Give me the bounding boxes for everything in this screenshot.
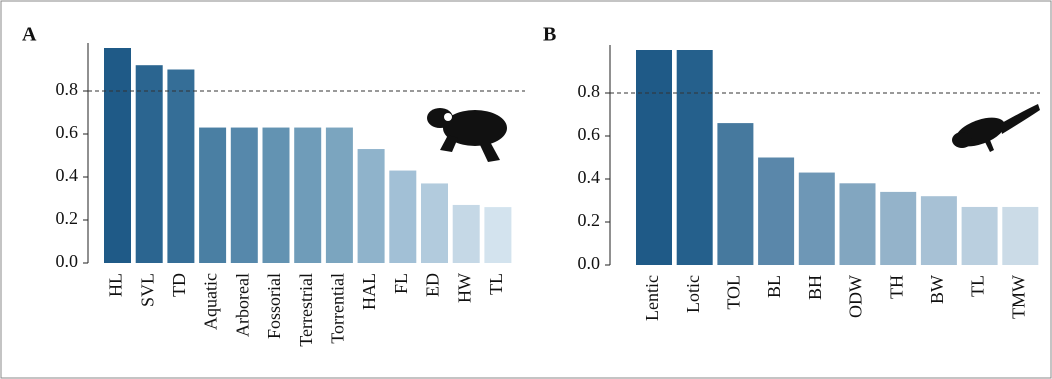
x-tick-label: BW <box>927 275 947 304</box>
y-tick-label: 0.4 <box>56 165 79 185</box>
x-tick-label: TMW <box>1008 275 1028 319</box>
bar <box>104 48 131 263</box>
bar <box>389 171 416 263</box>
panel-label: B <box>543 24 556 46</box>
y-tick-label: 0.4 <box>578 167 601 187</box>
x-tick-label: HL <box>106 273 126 297</box>
x-tick-label: TH <box>886 275 906 299</box>
x-tick-label: Terrestrial <box>296 273 316 347</box>
y-tick-label: 0.2 <box>56 208 79 228</box>
x-tick-label: TOL <box>724 275 744 310</box>
bar <box>636 50 672 265</box>
y-tick-label: 0.0 <box>56 251 79 271</box>
bar <box>677 50 713 265</box>
y-tick-label: 0.2 <box>578 210 601 230</box>
x-tick-label: ED <box>423 273 443 297</box>
x-tick-label: TL <box>486 273 506 295</box>
bar <box>263 128 290 263</box>
bar <box>921 196 957 265</box>
x-tick-label: Lentic <box>642 275 662 321</box>
x-tick-label: ODW <box>846 275 866 318</box>
x-tick-label: FL <box>391 273 411 294</box>
x-tick-label: Aquatic <box>201 273 221 330</box>
bar <box>962 207 998 265</box>
figure: A B 0.0 0.2 0.4 0.6 0.8 HL SVL TD Aquatic Arborea… <box>0 0 1052 379</box>
bar <box>358 149 385 263</box>
x-tick-label: HW <box>454 273 474 303</box>
x-tick-label: BH <box>805 275 825 300</box>
bar <box>484 207 511 263</box>
bar <box>136 65 163 263</box>
bar <box>840 183 876 265</box>
bar <box>421 183 448 263</box>
y-tick-label: 0.8 <box>56 79 79 99</box>
x-tick-label: Torrential <box>328 273 348 344</box>
bar <box>758 158 794 266</box>
y-tick-label: 0.6 <box>578 124 601 144</box>
bar <box>799 173 835 265</box>
bar <box>231 128 258 263</box>
bar <box>717 123 753 265</box>
y-tick-label: 0.8 <box>578 81 601 101</box>
x-tick-label: HAL <box>359 273 379 310</box>
panel-label: A <box>22 24 37 46</box>
bar <box>880 192 916 265</box>
x-tick-label: SVL <box>137 273 157 307</box>
x-tick-label: Lotic <box>683 275 703 313</box>
x-tick-label: TL <box>968 275 988 297</box>
x-tick-label: TD <box>169 273 189 297</box>
y-tick-label: 0.0 <box>578 253 601 273</box>
x-tick-label: Arboreal <box>232 273 252 337</box>
bar <box>1002 207 1038 265</box>
x-tick-label: Fossorial <box>264 273 284 339</box>
bar <box>167 70 194 264</box>
bar <box>199 128 226 263</box>
x-tick-label: BL <box>764 275 784 298</box>
bar <box>453 205 480 263</box>
bar <box>326 128 353 263</box>
bar <box>294 128 321 263</box>
y-tick-label: 0.6 <box>56 122 79 142</box>
